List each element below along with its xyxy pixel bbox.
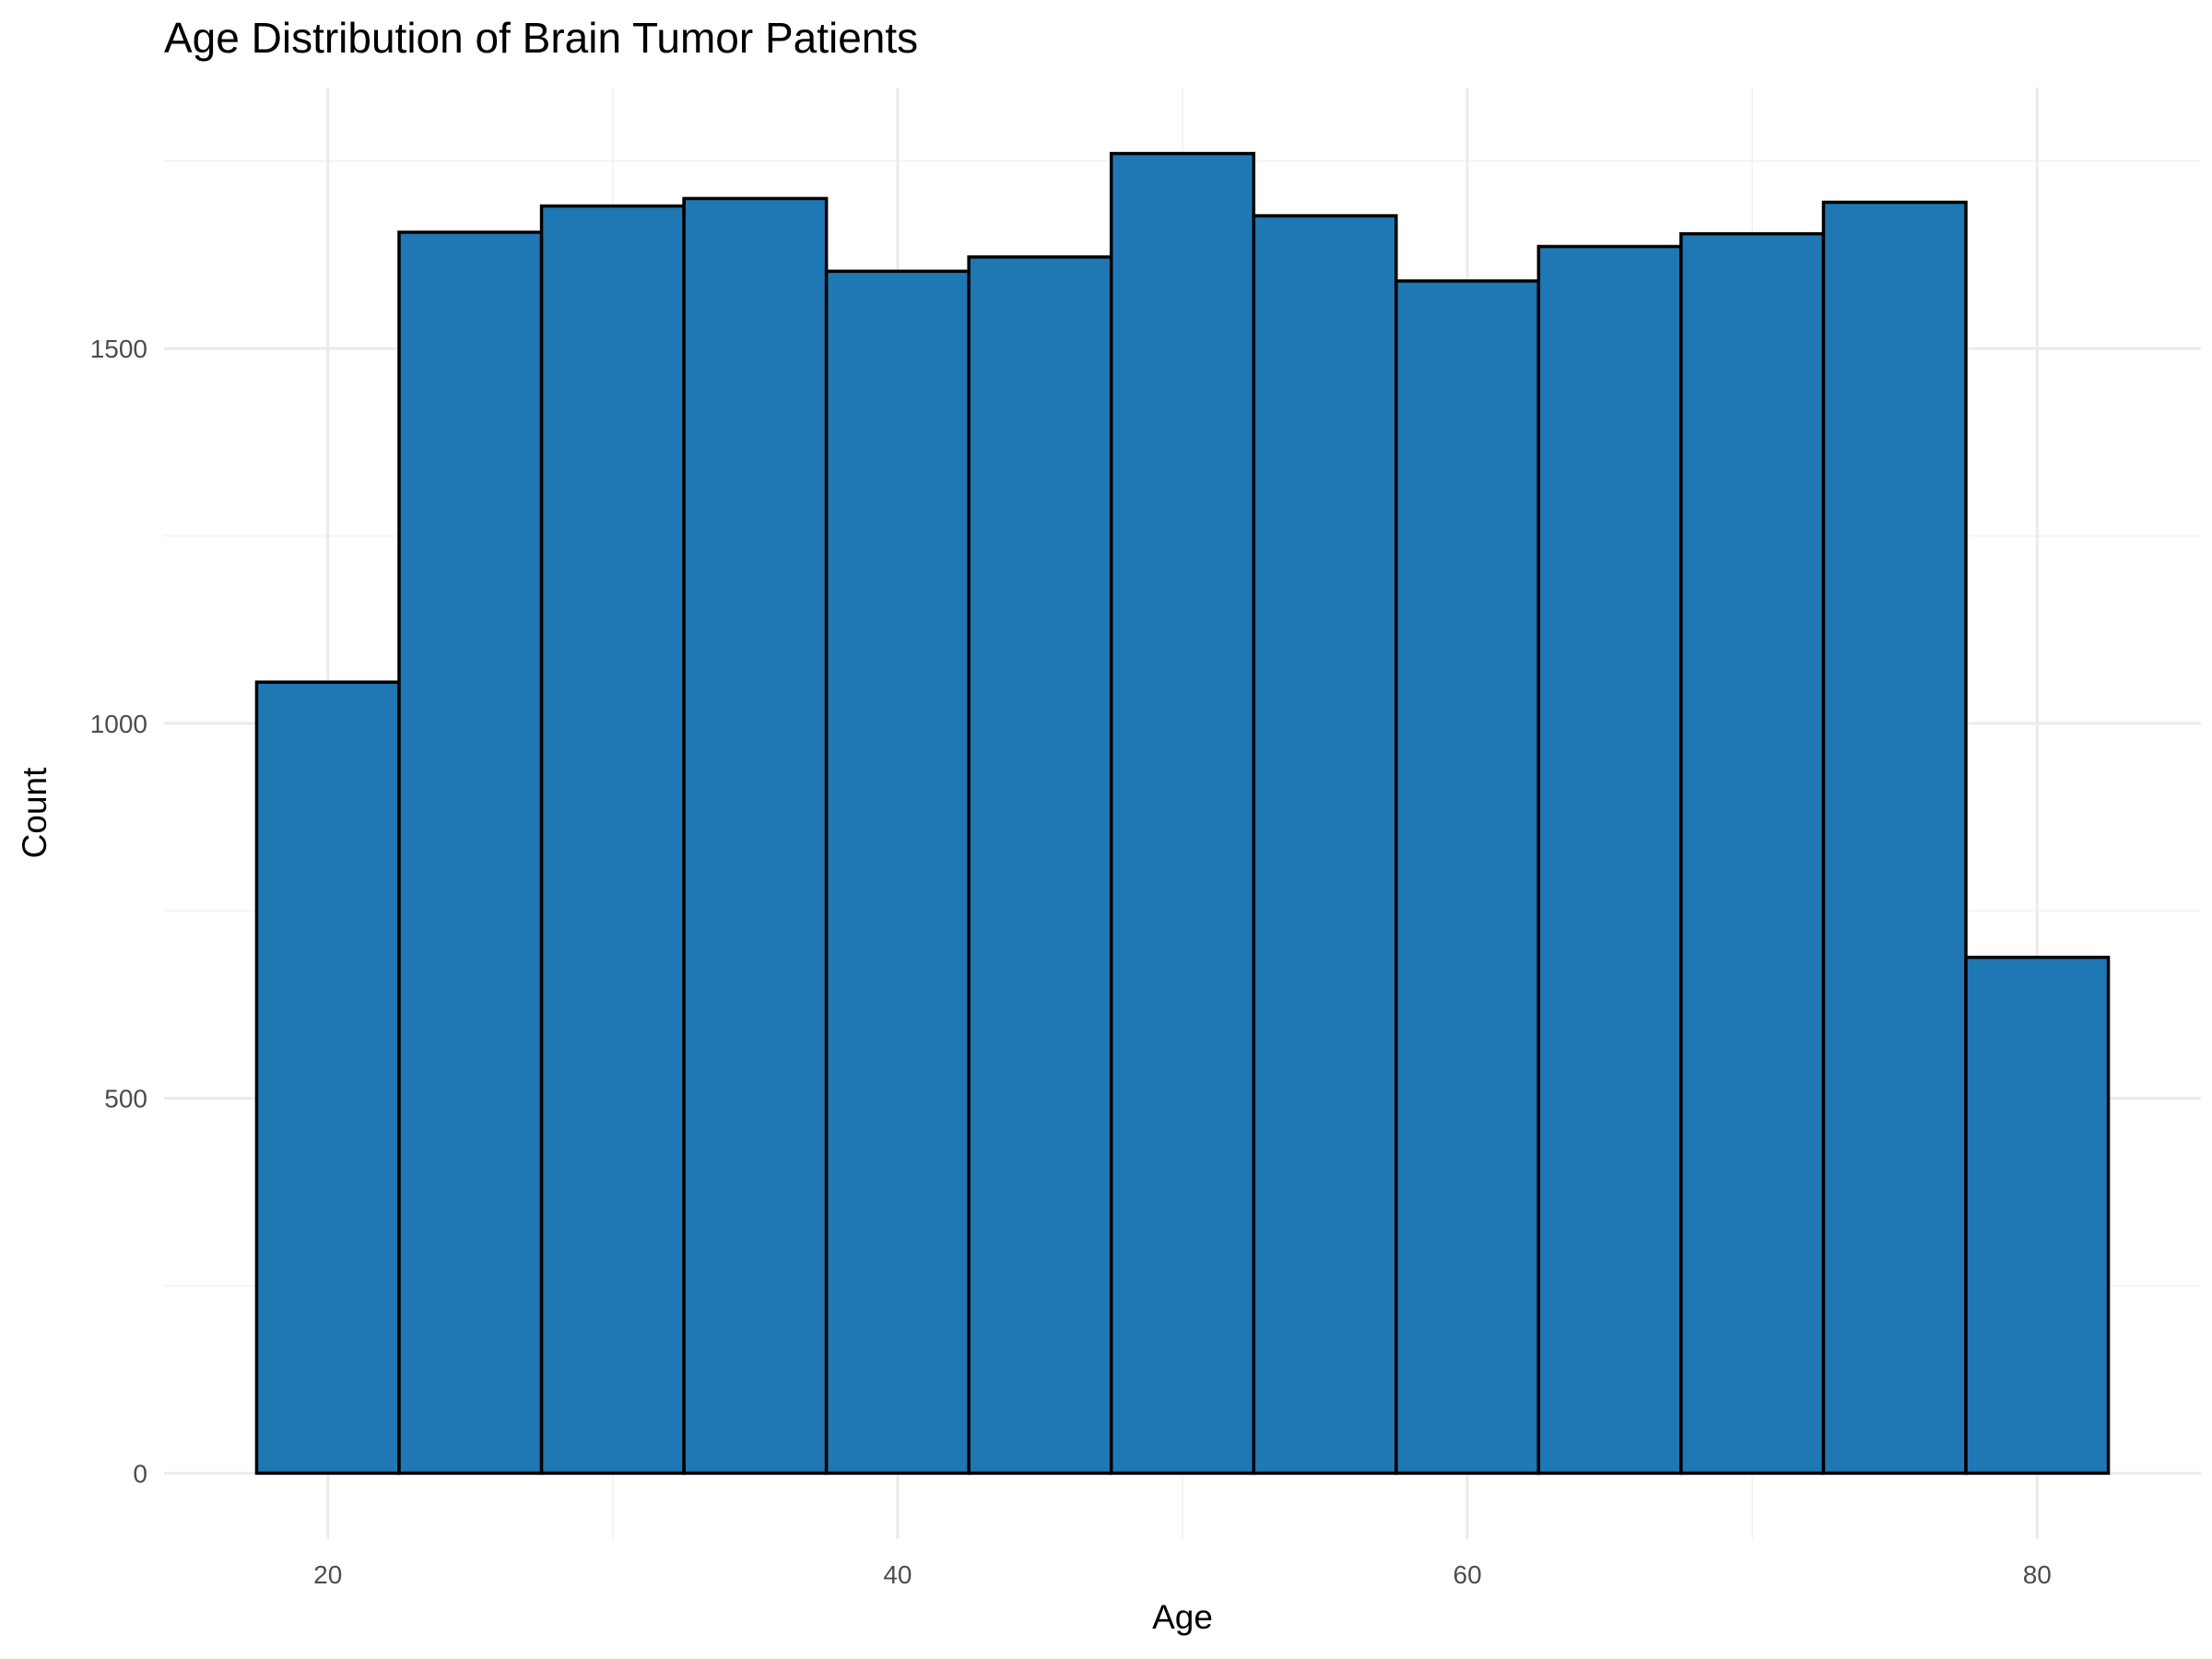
- y-tick-label: 500: [104, 1085, 147, 1113]
- histogram-bar: [824, 269, 971, 1476]
- y-axis-tick-labels: 0 500 1000 1500: [90, 335, 147, 1488]
- x-axis-tick-labels: 20 40 60 80: [313, 1560, 2052, 1589]
- histogram-bar: [967, 255, 1113, 1476]
- y-tick-label: 1000: [90, 710, 147, 738]
- x-tick-label: 80: [2023, 1560, 2052, 1589]
- histogram-bar: [254, 680, 401, 1476]
- histogram-bar: [1252, 214, 1398, 1476]
- histogram-bar: [1821, 200, 1968, 1476]
- histogram-bar: [1394, 279, 1541, 1476]
- y-tick-label: 0: [133, 1459, 147, 1488]
- histogram-bar: [1679, 231, 1826, 1476]
- histogram-bar: [1536, 244, 1683, 1476]
- histogram-bar: [397, 230, 544, 1476]
- y-axis-title: Count: [16, 767, 53, 858]
- x-tick-label: 20: [313, 1560, 342, 1589]
- chart-title: Age Distribution of Brain Tumor Patients: [164, 14, 918, 62]
- histogram-bars: [254, 151, 2111, 1476]
- histogram-bar: [1109, 151, 1256, 1476]
- x-tick-label: 40: [883, 1560, 912, 1589]
- histogram-bar: [539, 204, 686, 1476]
- histogram-bar: [682, 196, 829, 1476]
- y-tick-label: 1500: [90, 335, 147, 363]
- histogram-bar: [1964, 955, 2111, 1476]
- x-tick-label: 60: [1453, 1560, 1482, 1589]
- x-axis-title: Age: [1152, 1598, 1213, 1636]
